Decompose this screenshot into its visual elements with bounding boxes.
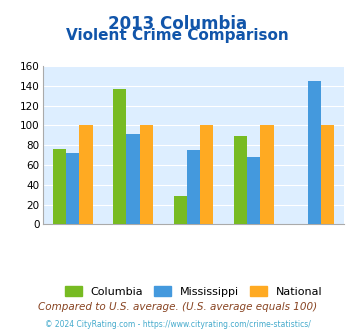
Bar — [80, 125, 93, 224]
Bar — [140, 125, 153, 224]
Text: © 2024 CityRating.com - https://www.cityrating.com/crime-statistics/: © 2024 CityRating.com - https://www.city… — [45, 320, 310, 329]
Bar — [321, 125, 334, 224]
Bar — [307, 81, 321, 224]
Bar — [66, 153, 80, 224]
Bar — [200, 125, 213, 224]
Bar — [247, 157, 261, 224]
Text: 2013 Columbia: 2013 Columbia — [108, 15, 247, 33]
Bar — [234, 136, 247, 224]
Bar — [261, 125, 274, 224]
Bar — [174, 196, 187, 224]
Text: Compared to U.S. average. (U.S. average equals 100): Compared to U.S. average. (U.S. average … — [38, 302, 317, 312]
Bar — [126, 134, 140, 224]
Bar — [113, 89, 126, 224]
Legend: Columbia, Mississippi, National: Columbia, Mississippi, National — [60, 281, 327, 301]
Text: Violent Crime Comparison: Violent Crime Comparison — [66, 28, 289, 43]
Bar — [187, 150, 200, 224]
Bar — [53, 149, 66, 224]
